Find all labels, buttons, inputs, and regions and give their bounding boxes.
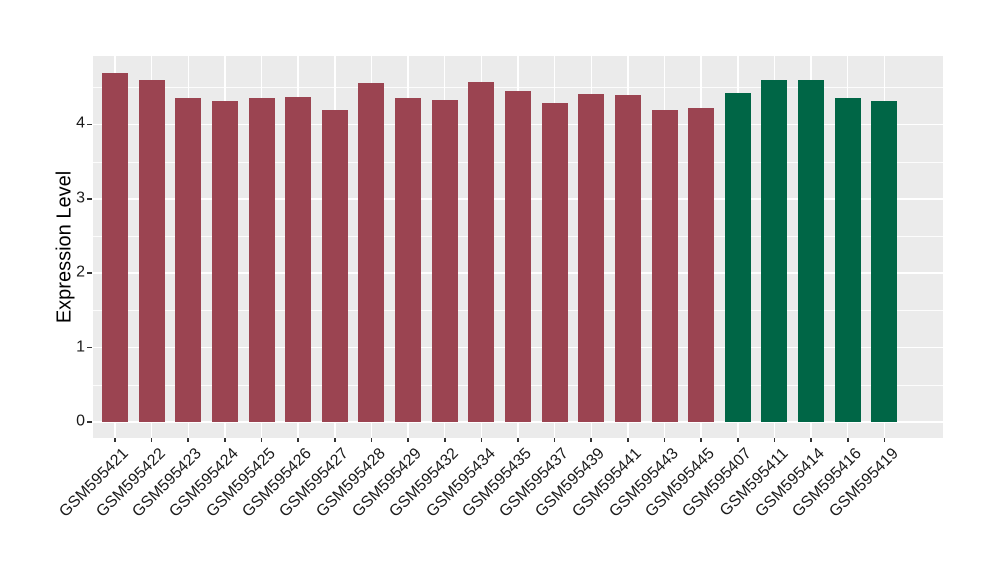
x-axis-tick-mark: [883, 438, 886, 442]
bar-GSM595423: [175, 98, 202, 422]
bar-GSM595445: [688, 108, 715, 422]
x-axis-tick-mark: [114, 438, 116, 442]
x-axis-tick-mark: [590, 438, 593, 442]
bar-GSM595435: [505, 90, 531, 422]
bar-GSM595441: [614, 95, 641, 422]
bar-GSM595421: [101, 73, 128, 422]
x-axis-tick-mark: [810, 438, 812, 442]
x-axis-tick-mark: [663, 438, 666, 442]
bar-GSM595439: [578, 93, 605, 422]
y-tick-label: 4: [76, 115, 85, 133]
x-axis-tick-mark: [297, 438, 299, 442]
x-axis-tick-mark: [150, 438, 153, 442]
bar-GSM595437: [541, 102, 568, 422]
y-axis-tick-mark: [87, 421, 92, 423]
x-axis-tick-mark: [553, 438, 556, 442]
y-axis-tick-mark: [87, 198, 92, 200]
x-axis-tick-mark: [517, 438, 519, 442]
bar-GSM595429: [395, 98, 422, 422]
y-tick-label: 2: [76, 263, 85, 281]
bar-GSM595419: [871, 101, 898, 422]
bar-GSM595443: [651, 109, 678, 422]
bar-GSM595434: [468, 81, 495, 422]
x-axis-tick-mark: [187, 438, 190, 442]
bar-GSM595427: [321, 109, 348, 422]
y-axis-tick-mark: [87, 272, 92, 274]
bar-GSM595411: [761, 79, 788, 422]
x-axis-tick-mark: [627, 438, 629, 442]
y-axis-tick-mark: [87, 123, 92, 126]
bar-GSM595428: [358, 82, 385, 422]
bar-GSM595407: [724, 93, 751, 422]
bar-GSM595422: [138, 79, 165, 422]
x-axis-tick-mark: [846, 438, 849, 442]
bar-GSM595426: [285, 96, 312, 422]
bar-GSM595424: [211, 101, 238, 422]
x-axis-tick-mark: [260, 438, 263, 442]
bar-GSM595425: [248, 98, 275, 422]
y-axis-tick-mark: [87, 346, 92, 349]
bar-GSM595414: [798, 79, 825, 422]
x-axis-tick-mark: [334, 438, 336, 442]
y-axis-title: Expression Level: [53, 170, 76, 324]
y-tick-label: 3: [76, 189, 85, 207]
x-axis-tick-mark: [407, 438, 409, 442]
bar-GSM595416: [834, 98, 861, 422]
x-axis-tick-mark: [480, 438, 483, 442]
x-axis-tick-mark: [224, 438, 226, 442]
bar-GSM595432: [431, 99, 458, 422]
x-axis-tick-mark: [700, 438, 702, 442]
y-tick-label: 0: [76, 412, 85, 430]
x-axis-tick-mark: [737, 438, 739, 442]
x-axis-tick-mark: [773, 438, 776, 442]
y-tick-label: 1: [76, 338, 85, 356]
x-axis-tick-mark: [370, 438, 373, 442]
x-axis-tick-mark: [443, 438, 446, 442]
